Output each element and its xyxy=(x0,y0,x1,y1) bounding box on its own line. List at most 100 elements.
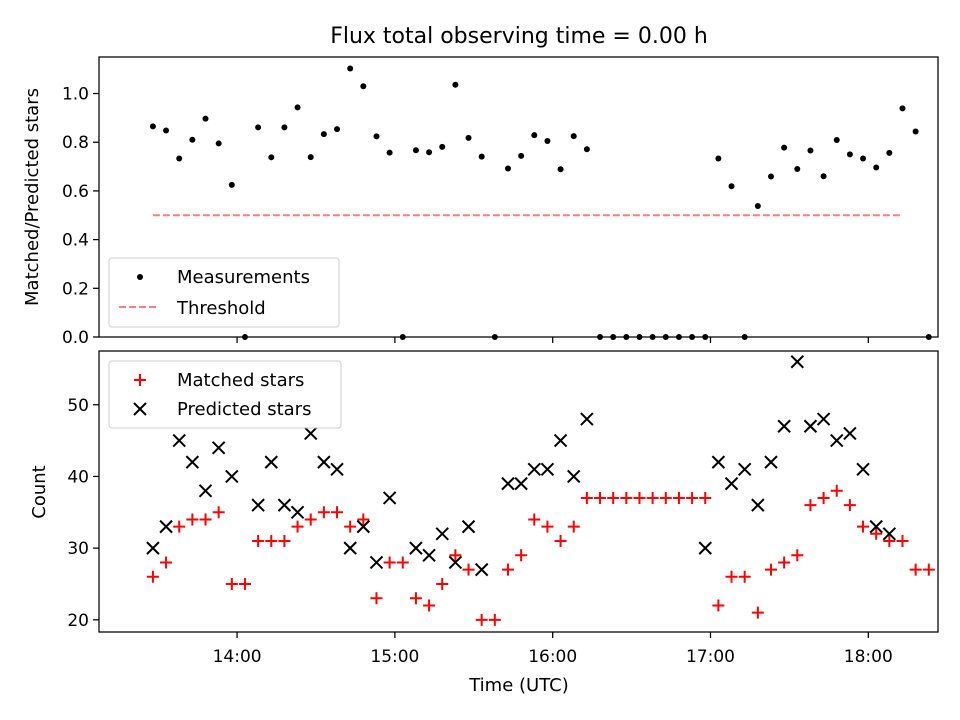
matched-star-point xyxy=(672,491,685,504)
matched-star-point xyxy=(344,520,357,533)
measurement-point xyxy=(149,123,156,130)
bottom-plot-area xyxy=(146,355,935,626)
matched-star-point xyxy=(331,506,344,519)
top-y-ticks: 0.0 0.2 0.4 0.6 0.8 1.0 xyxy=(62,85,99,348)
top-panel: 0.0 0.2 0.4 0.6 0.8 1.0 Matched/Predicted sta… xyxy=(22,56,939,348)
matched-star-point xyxy=(146,570,159,583)
matched-star-point xyxy=(528,513,541,526)
predicted-star-point xyxy=(882,527,897,541)
matched-star-point xyxy=(515,549,528,562)
x-tick-label: 15:00 xyxy=(370,647,419,667)
measurement-point xyxy=(781,144,788,151)
matched-star-point xyxy=(265,534,278,547)
predicted-star-point xyxy=(567,469,581,484)
matched-star-point xyxy=(567,520,580,533)
predicted-star-point xyxy=(540,462,555,476)
predicted-star-point xyxy=(448,555,463,570)
predicted-star-point xyxy=(856,462,870,476)
chart-title: Flux total observing time = 0.00 h xyxy=(330,24,708,49)
predicted-star-point xyxy=(172,433,186,448)
measurement-point xyxy=(426,149,433,156)
predicted-star-point xyxy=(764,455,778,469)
measurement-point xyxy=(255,124,262,131)
top-x-ticks xyxy=(236,337,869,343)
predicted-star-point xyxy=(369,555,384,570)
predicted-star-point xyxy=(843,426,857,441)
matched-star-point xyxy=(423,599,436,612)
measurement-point xyxy=(373,133,380,140)
matched-star-point xyxy=(778,556,791,569)
top-legend-box xyxy=(108,257,340,328)
bottom-legend: Matched stars Predicted stars xyxy=(108,360,342,429)
bottom-legend-box xyxy=(108,360,342,429)
predicted-star-point xyxy=(198,484,213,498)
measurement-point xyxy=(386,149,393,156)
top-axes-frame xyxy=(98,56,939,338)
matched-star-point xyxy=(186,513,199,526)
measurement-point xyxy=(754,203,761,210)
matched-star-point xyxy=(870,527,883,540)
measurement-point xyxy=(176,155,183,162)
predicted-star-point xyxy=(777,419,791,433)
predicted-star-point xyxy=(304,426,318,441)
matched-star-point xyxy=(304,513,317,526)
measurement-point xyxy=(439,143,446,150)
matched-star-point xyxy=(857,520,870,533)
predicted-star-point xyxy=(830,433,844,448)
measurement-point xyxy=(531,132,538,139)
matched-star-point xyxy=(252,534,265,547)
top-y-tick-label: 0.6 xyxy=(62,182,89,202)
measurement-point xyxy=(347,65,354,72)
predicted-star-point xyxy=(159,519,173,534)
matched-star-point xyxy=(712,599,725,612)
predicted-star-point xyxy=(317,455,331,469)
matched-star-point xyxy=(909,563,922,576)
matched-star-point xyxy=(173,520,186,533)
measurement-point xyxy=(873,164,880,171)
matched-star-point xyxy=(804,499,817,512)
matched-star-point xyxy=(646,491,659,504)
matched-star-point xyxy=(554,534,567,547)
matched-star-point xyxy=(843,499,856,512)
matched-star-point xyxy=(160,556,173,569)
matched-star-point xyxy=(580,491,593,504)
predicted-star-point xyxy=(146,541,160,555)
bottom-panel: 20 30 40 50 14:00 15:00 16:00 17:00 18:00 Count… xyxy=(29,350,939,696)
measurement-point xyxy=(833,137,840,144)
legend-predicted-marker xyxy=(133,402,147,416)
predicted-star-point xyxy=(330,462,344,476)
measurement-point xyxy=(281,124,288,131)
matched-star-point xyxy=(225,577,238,590)
measurement-point xyxy=(189,136,196,143)
predicted-star-point xyxy=(211,441,226,455)
predicted-star-point xyxy=(356,519,371,534)
predicted-star-point xyxy=(474,562,489,577)
bottom-y-ticks: 20 30 40 50 xyxy=(67,396,99,631)
measurement-point xyxy=(307,154,314,161)
bottom-y-tick-label: 40 xyxy=(67,467,89,487)
matched-star-point xyxy=(370,592,383,605)
legend-threshold-label: Threshold xyxy=(176,298,266,319)
matched-star-point xyxy=(462,563,475,576)
bottom-y-tick-label: 20 xyxy=(67,611,89,631)
measurement-point xyxy=(557,166,564,173)
measurement-point xyxy=(215,140,222,147)
measurement-point xyxy=(294,104,301,111)
matched-star-point xyxy=(291,520,304,533)
measurement-point xyxy=(544,138,551,144)
measurement-point xyxy=(820,173,827,180)
predicted-star-point xyxy=(553,433,568,448)
predicted-star-point xyxy=(422,548,436,563)
top-plot-area xyxy=(149,65,932,340)
matched-star-point xyxy=(686,491,699,504)
matched-star-point xyxy=(659,491,672,504)
predicted-star-point xyxy=(869,519,883,534)
matched-star-point xyxy=(738,570,751,583)
predicted-star-point xyxy=(580,412,594,426)
bottom-axes-frame xyxy=(98,350,939,633)
predicted-star-point xyxy=(409,541,423,555)
matched-star-point xyxy=(896,534,909,547)
top-y-tick-label: 0.2 xyxy=(62,279,89,299)
